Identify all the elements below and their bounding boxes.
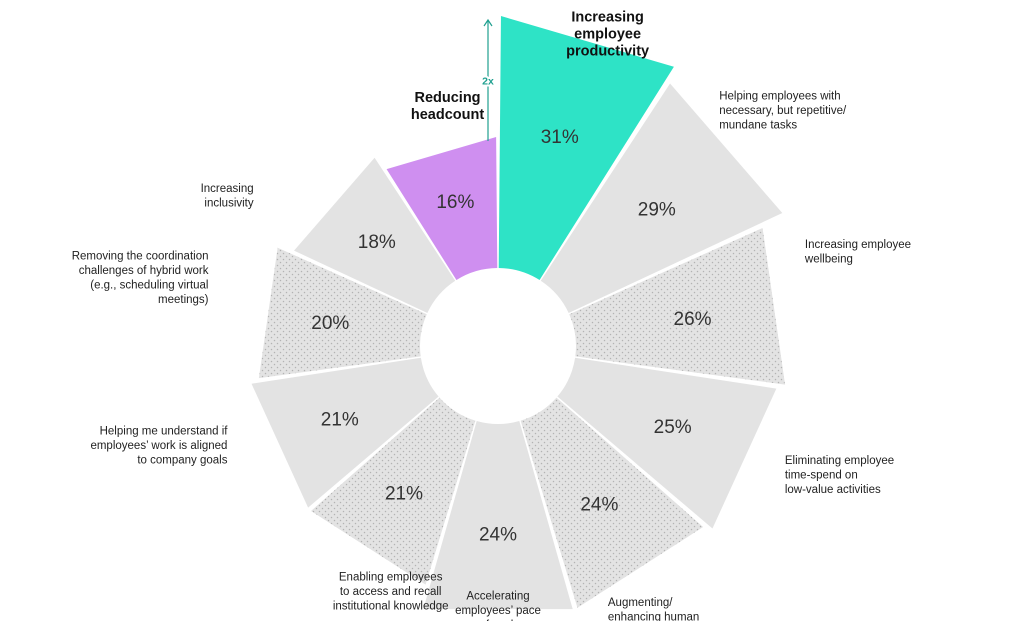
value-label-removing-the-coordination-challenges-of-: 20% — [311, 313, 349, 334]
category-label-removing-the-coordination-challenges-of-: Removing the coordination challenges of h… — [72, 251, 209, 307]
segment-increasing-inclusivity — [294, 157, 456, 313]
segment-increasing-employee-productivity — [498, 16, 674, 281]
segment-eliminating-employee-time-spend-on-low-v — [557, 357, 777, 529]
category-label-increasing-inclusivity: Increasing inclusivity — [201, 183, 254, 210]
value-label-eliminating-employee-time-spend-on-low-v: 25% — [654, 417, 692, 438]
value-label-helping-employees-with-necessary-but-rep: 29% — [638, 199, 676, 220]
value-label-helping-me-understand-if-employees-work-: 21% — [321, 409, 359, 430]
category-label-helping-me-understand-if-employees-work-: Helping me understand if employees’ work … — [90, 426, 228, 467]
comparison-arrow-head — [483, 18, 493, 27]
value-labels-group: 31% 29% 26% 25% 24% 24% 21% 21% 20% 18% 16% — [311, 127, 711, 546]
category-label-reducing-headcount: Reducing headcount — [411, 90, 484, 123]
category-labels-group: Increasing employee productivity Helping em… — [72, 10, 911, 621]
segment-reducing-headcount — [386, 136, 498, 281]
segment-augmenting-enhancing-human-capabilities — [520, 397, 704, 608]
segment-removing-the-coordination-challenges-of- — [258, 247, 427, 379]
category-label-augmenting-enhancing-human-capabilities: Augmenting/enhancing humancapabilities — [608, 597, 699, 621]
value-label-augmenting-enhancing-human-capabilities: 24% — [580, 495, 618, 516]
segments-group — [251, 16, 786, 610]
category-label-enabling-employees-to-access-and-recall-: Enabling employees to access and recall in… — [333, 572, 449, 613]
value-label-increasing-employee-productivity: 31% — [541, 127, 579, 148]
comparison-annotation: 2x — [480, 18, 496, 141]
value-label-enabling-employees-to-access-and-recall-: 21% — [385, 483, 423, 504]
value-label-reducing-headcount: 16% — [436, 192, 474, 213]
value-label-accelerating-employees-pace-of-work: 24% — [479, 525, 517, 546]
segment-enabling-employees-to-access-and-recall- — [311, 397, 476, 585]
category-label-increasing-employee-productivity: Increasing employee productivity — [566, 10, 649, 60]
category-label-helping-employees-with-necessary-but-rep: Helping employees with necessary, but rep… — [719, 90, 847, 131]
segment-helping-me-understand-if-employees-work- — [251, 357, 439, 508]
value-label-increasing-employee-wellbeing: 26% — [674, 309, 712, 330]
category-label-eliminating-employee-time-spend-on-low-v: Eliminating employee time-spend on low-val… — [785, 455, 894, 496]
segment-helping-employees-with-necessary-but-rep — [540, 83, 783, 313]
segment-accelerating-employees-pace-of-work — [423, 421, 573, 610]
segment-increasing-employee-wellbeing — [569, 228, 786, 385]
value-label-increasing-inclusivity: 18% — [358, 232, 396, 253]
comparison-annotation-label: 2x — [482, 75, 494, 87]
category-label-increasing-employee-wellbeing: Increasing employee wellbeing — [804, 239, 911, 266]
